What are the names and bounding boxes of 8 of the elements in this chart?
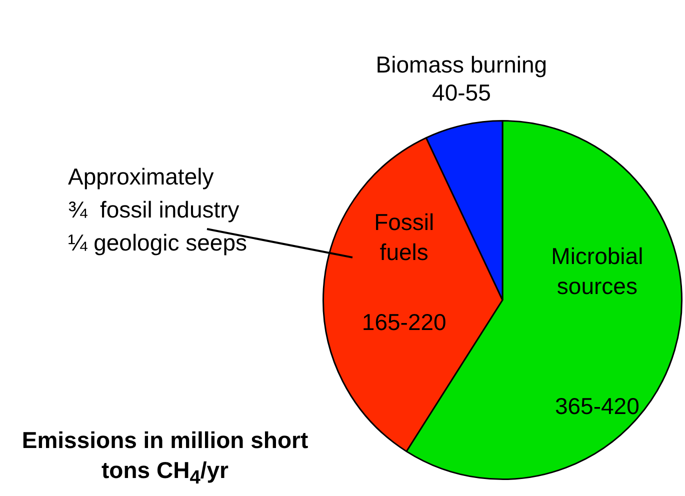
text: Approximately ¾ fossil industry ¼ geologic seeps	[68, 163, 248, 256]
data-label: 40-55	[432, 80, 491, 106]
text: Emissions in million short tons CH$_{4}$/yr	[20, 426, 310, 491]
slice-label: Fossil fuels	[374, 209, 434, 266]
data-label: 365-420	[554, 392, 640, 419]
slice-label: Biomass burning	[376, 52, 548, 78]
data-label: 165-220	[362, 309, 446, 336]
slice-label: Microbial sources	[551, 242, 644, 299]
